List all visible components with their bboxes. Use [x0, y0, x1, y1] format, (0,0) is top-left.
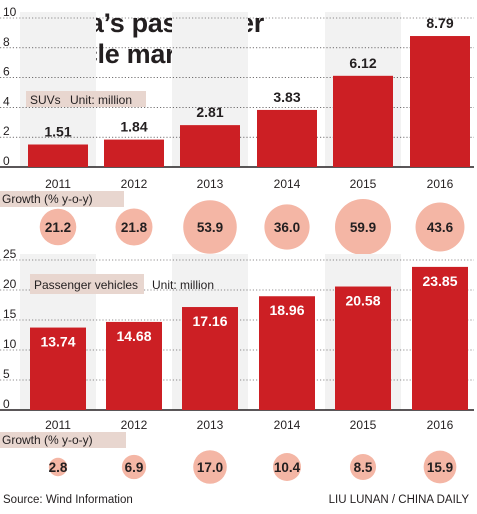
pv-x-tick-label: 2013 [197, 418, 224, 432]
suv-growth-value-label: 36.0 [274, 220, 300, 235]
suv-bar-value-label: 1.51 [44, 124, 71, 140]
pv-series-label: Passenger vehicles [34, 278, 138, 292]
pv-growth-value-label: 15.9 [427, 460, 453, 475]
pv-bar-value-label: 14.68 [116, 328, 151, 344]
suv-x-tick-label: 2015 [350, 177, 377, 191]
suv-growth-value-label: 43.6 [427, 220, 454, 235]
suv-growth-value-label: 59.9 [350, 220, 376, 235]
suv-growth-label-box [0, 191, 124, 207]
suv-growth-bubble [183, 200, 237, 254]
suv-x-tick-label: 2011 [45, 177, 71, 191]
suv-bar-value-label: 1.84 [120, 119, 147, 135]
pv-series-label-box [30, 274, 144, 294]
pv-growth-bubble [349, 453, 377, 481]
suv-bar [180, 125, 240, 167]
pv-growth-bubble [193, 450, 227, 484]
suv-y-tick-label: 4 [3, 94, 10, 108]
pv-x-tick-label: 2015 [350, 418, 377, 432]
pv-growth-bubble [272, 452, 302, 482]
suv-growth-value-label: 53.9 [197, 220, 223, 235]
suv-bar-value-label: 8.79 [426, 15, 453, 31]
pv-y-tick-label: 15 [3, 307, 17, 321]
pv-x-tick-label: 2014 [274, 418, 301, 432]
suv-growth-bubble [264, 204, 310, 250]
pv-bar-value-label: 20.58 [345, 293, 380, 309]
pv-growth-value-label: 8.5 [354, 460, 373, 475]
pv-y-tick-label: 10 [3, 337, 17, 351]
suv-growth-bubble [115, 208, 153, 246]
suv-series-label-box [26, 91, 146, 107]
suv-growth-value-label: 21.2 [45, 220, 71, 235]
suv-x-tick-label: 2012 [121, 177, 148, 191]
suv-x-tick-label: 2016 [427, 177, 454, 191]
pv-bar [412, 266, 468, 410]
pv-y-tick-label: 0 [3, 397, 10, 411]
suv-bar-value-label: 2.81 [196, 104, 223, 120]
pv-bar-value-label: 18.96 [269, 302, 304, 318]
suv-bar [28, 144, 88, 167]
suv-x-tick-label: 2014 [274, 177, 301, 191]
pv-bar [259, 296, 315, 410]
pv-growth-value-label: 6.9 [125, 460, 144, 475]
pv-bar [106, 321, 162, 410]
suv-growth-label: Growth (% y-o-y) [2, 192, 93, 206]
suv-growth-bubble [335, 199, 391, 255]
pv-bar [182, 307, 238, 410]
suv-unit-label: Unit: million [70, 93, 132, 107]
pv-growth-value-label: 2.8 [49, 460, 68, 475]
pv-y-tick-label: 25 [3, 247, 17, 261]
suv-bar [104, 139, 164, 167]
suv-y-tick-label: 10 [3, 5, 17, 19]
suv-growth-bubble [415, 202, 465, 252]
pv-x-tick-label: 2012 [121, 418, 148, 432]
credit-note: LIU LUNAN / CHINA DAILY [328, 494, 469, 506]
pv-growth-value-label: 10.4 [274, 460, 301, 475]
pv-x-tick-label: 2011 [45, 418, 71, 432]
pv-growth-label-box [0, 432, 126, 448]
pv-growth-bubble [121, 454, 147, 480]
suv-y-tick-label: 8 [3, 35, 10, 49]
suv-x-tick-label: 2013 [197, 177, 224, 191]
suv-growth-value-label: 21.8 [121, 220, 148, 235]
suv-bar-value-label: 3.83 [273, 89, 300, 105]
pv-y-tick-label: 5 [3, 367, 10, 381]
suv-y-tick-label: 2 [3, 124, 10, 138]
pv-bar [335, 286, 391, 410]
suv-bar [333, 75, 393, 167]
pv-growth-label: Growth (% y-o-y) [2, 433, 93, 447]
pv-bar-value-label: 13.74 [40, 334, 75, 350]
suv-series-label: SUVs [30, 93, 61, 107]
suv-bar [257, 109, 317, 167]
suv-background-band [20, 12, 96, 167]
pv-bar-value-label: 23.85 [422, 273, 457, 289]
pv-bar-value-label: 17.16 [192, 313, 227, 329]
pv-growth-bubble [423, 450, 457, 484]
suv-growth-bubble [39, 208, 77, 246]
pv-y-tick-label: 20 [3, 277, 17, 291]
pv-growth-bubble [48, 457, 68, 477]
suv-bar [410, 36, 470, 168]
suv-bar-value-label: 6.12 [349, 55, 376, 71]
pv-bar [30, 327, 86, 410]
pv-x-tick-label: 2016 [427, 418, 454, 432]
suv-y-tick-label: 0 [3, 154, 10, 168]
suv-y-tick-label: 6 [3, 65, 10, 79]
pv-growth-value-label: 17.0 [197, 460, 223, 475]
pv-unit-label: Unit: million [152, 278, 214, 292]
source-note: Source: Wind Information [3, 494, 133, 506]
